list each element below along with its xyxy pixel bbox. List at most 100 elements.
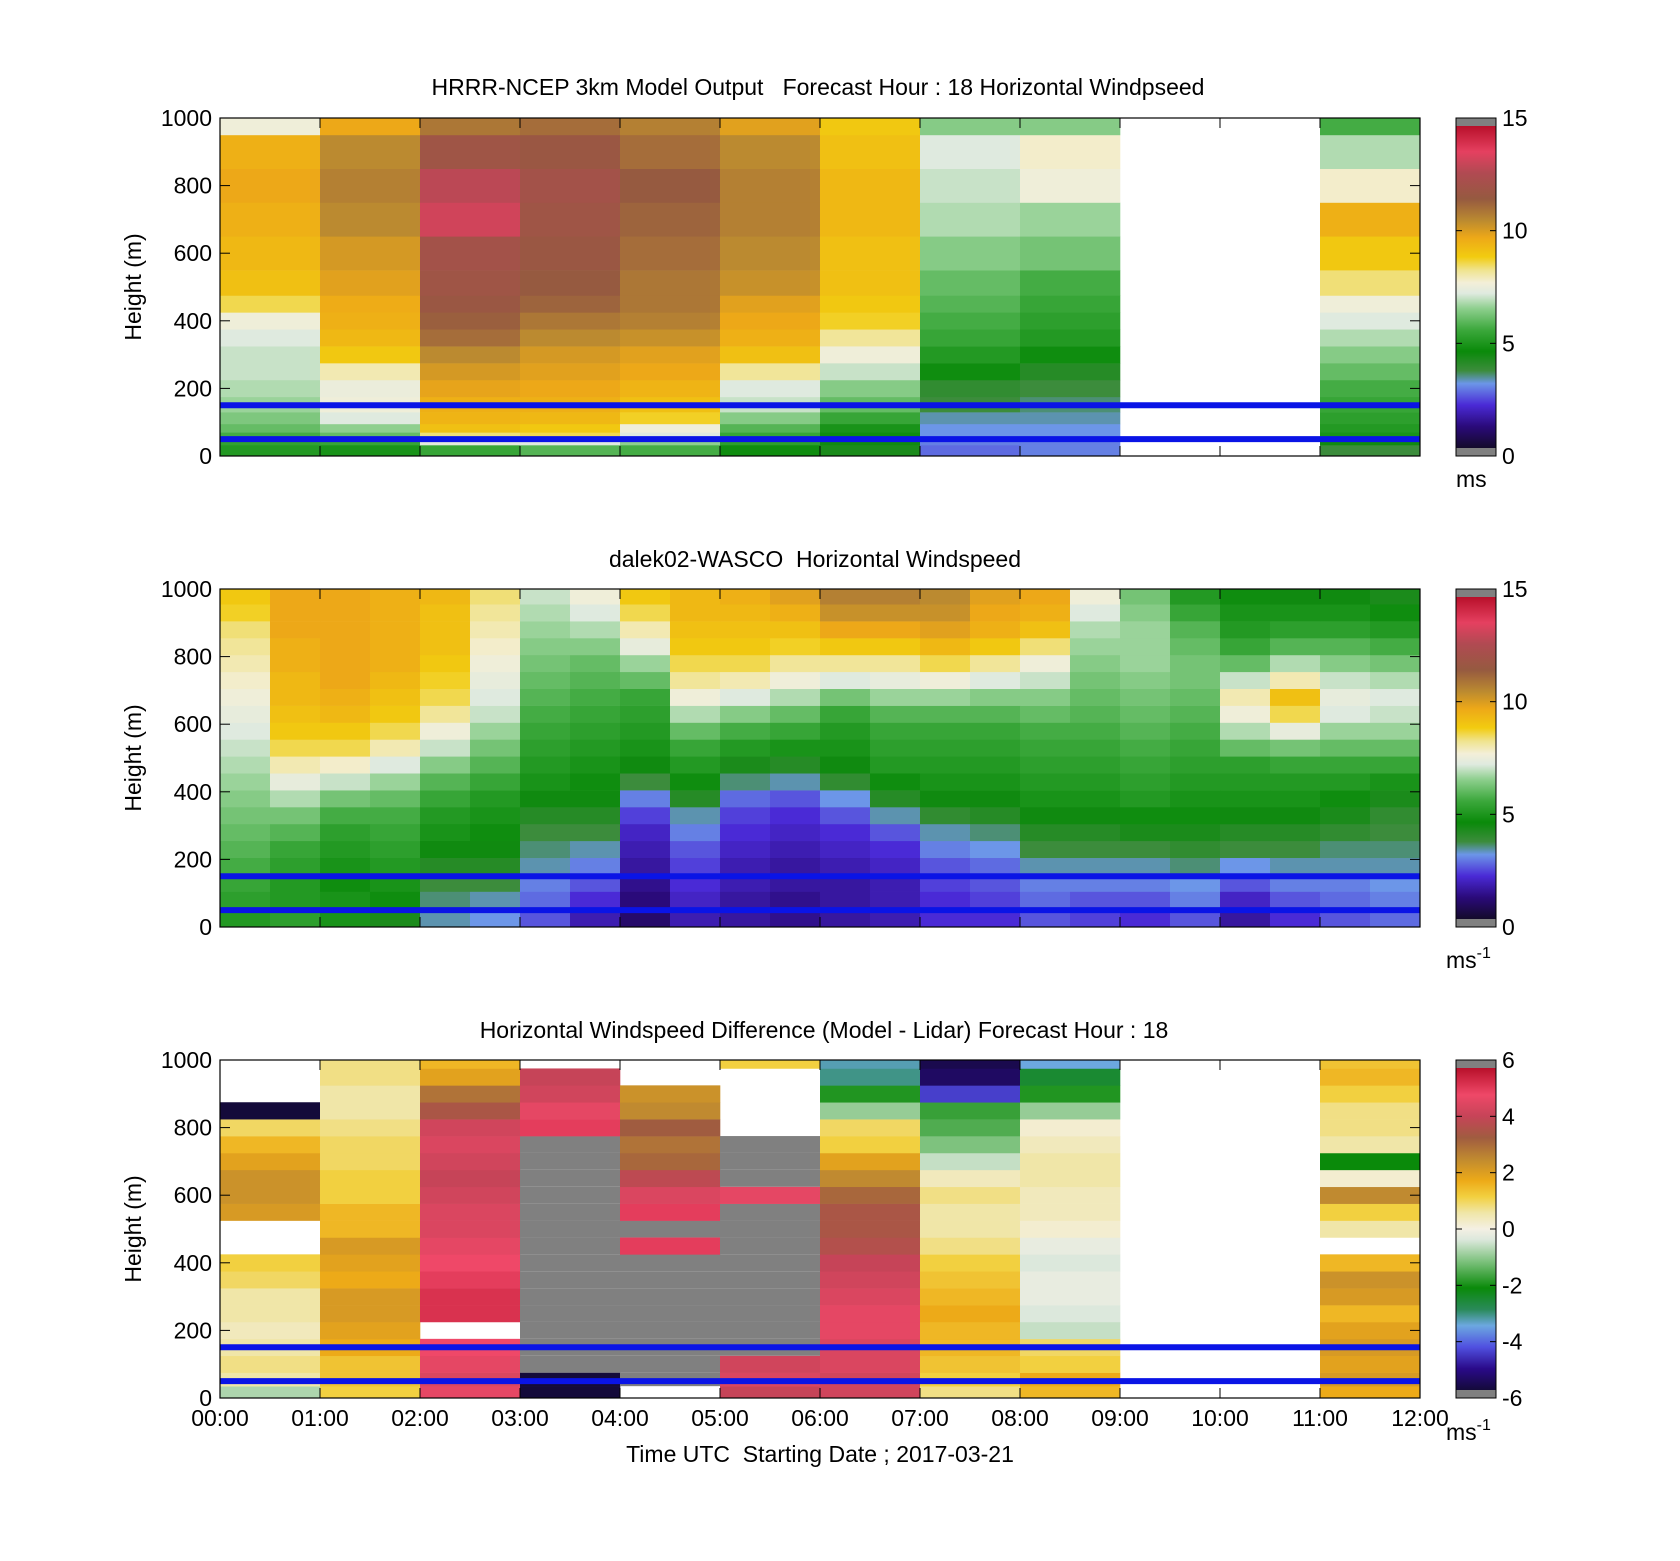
heatmap-cell	[220, 329, 321, 347]
x-tick-label: 02:00	[391, 1405, 449, 1431]
heatmap-cell	[820, 134, 921, 169]
heatmap-cell	[320, 346, 421, 364]
heatmap-cell	[320, 1136, 421, 1154]
heatmap-cell	[1120, 908, 1171, 928]
heatmap-cell	[420, 1119, 521, 1137]
heatmap-cell-flagged	[620, 1355, 720, 1373]
heatmap-cell	[1020, 589, 1071, 605]
colorbar-unit: ms	[1456, 466, 1487, 492]
heatmap-cell	[520, 790, 571, 808]
heatmap-cell-flagged	[520, 1254, 620, 1272]
heatmap-cell-flagged	[620, 1254, 720, 1272]
heatmap-cell	[620, 807, 671, 825]
heatmap-cell	[870, 705, 921, 723]
heatmap-cell	[670, 671, 721, 690]
heatmap-cell	[220, 379, 321, 398]
heatmap-cell	[620, 840, 671, 859]
heatmap-cell	[420, 621, 471, 639]
heatmap-cell	[1020, 1220, 1121, 1238]
heatmap-cell	[1070, 705, 1121, 723]
heatmap-cell	[1270, 840, 1321, 859]
heatmap-cell	[420, 739, 471, 757]
heatmap-cell	[320, 840, 371, 859]
heatmap-cell	[420, 705, 471, 723]
heatmap-cell	[1320, 118, 1421, 136]
heatmap-cell	[270, 722, 321, 740]
heatmap-cell	[1170, 722, 1221, 740]
heatmap-cell	[320, 891, 371, 909]
heatmap-cell	[920, 773, 971, 791]
heatmap-cell	[220, 654, 271, 673]
heatmap-cell	[470, 840, 521, 859]
heatmap-cell	[1220, 654, 1271, 673]
heatmap-cell	[620, 790, 671, 808]
heatmap-cell	[820, 1305, 921, 1323]
heatmap-cell	[1120, 790, 1171, 808]
heatmap-cell	[820, 118, 921, 136]
heatmap-cell	[470, 604, 521, 622]
heatmap-cell	[570, 891, 621, 909]
x-tick-label: 07:00	[891, 1405, 949, 1431]
heatmap-cell	[720, 363, 821, 381]
heatmap-cell	[270, 823, 321, 842]
heatmap-cell	[1020, 1119, 1121, 1137]
heatmap-cell	[520, 363, 621, 381]
heatmap-cell	[920, 270, 1021, 296]
heatmap-cell	[820, 739, 871, 757]
x-tick-label: 00:00	[191, 1405, 249, 1431]
heatmap-cell	[220, 589, 271, 605]
heatmap-cell	[770, 823, 821, 842]
heatmap-cell	[620, 329, 721, 347]
heatmap-cell	[1020, 604, 1071, 622]
heatmap-cell	[820, 312, 921, 330]
heatmap-cell	[220, 423, 321, 433]
heatmap-cell	[620, 857, 671, 875]
colorbar: -6 -4 -2 0 2 4 6 ms-1	[1446, 1047, 1523, 1445]
heatmap-cell	[620, 118, 721, 136]
heatmap-cell	[620, 621, 671, 639]
heatmap-cell	[520, 604, 571, 622]
heatmap-cell	[1020, 1186, 1121, 1204]
colorbar-tick-label: -4	[1502, 1329, 1523, 1355]
heatmap-cell	[670, 908, 721, 928]
heatmap-cell	[920, 379, 1021, 398]
heatmap-cell	[1370, 790, 1421, 808]
heatmap-cell	[470, 621, 521, 639]
heatmap-cell	[1020, 423, 1121, 433]
heatmap-cell-flagged	[620, 1321, 720, 1339]
heatmap-cell	[620, 773, 671, 791]
heatmap-cell	[720, 790, 771, 808]
heatmap-cell	[1320, 891, 1371, 909]
heatmap-cell	[720, 236, 821, 271]
heatmap-cell	[770, 807, 821, 825]
heatmap-cell	[620, 1102, 721, 1120]
heatmap-cell	[1270, 908, 1321, 928]
heatmap-cell	[1320, 1186, 1421, 1204]
heatmap-cell	[220, 1288, 321, 1306]
heatmap-cell	[1220, 891, 1271, 909]
colorbar-unit: ms-1	[1446, 1417, 1491, 1445]
heatmap-cell	[820, 168, 921, 203]
heatmap-cell	[920, 1386, 1021, 1399]
heatmap-cell-flagged	[520, 1271, 620, 1289]
colorbar-under	[1456, 448, 1496, 456]
y-axis-label: Height (m)	[120, 233, 146, 340]
heatmap-cell	[1070, 671, 1121, 690]
heatmap-cell	[820, 1321, 921, 1340]
heatmap-cell	[920, 1119, 1021, 1137]
heatmap-cell	[370, 722, 421, 740]
heatmap-cell	[420, 134, 521, 169]
heatmap-cell	[220, 295, 321, 313]
heatmap-cell	[420, 1386, 521, 1399]
heatmap-cell	[970, 857, 1021, 875]
heatmap-cell	[1020, 1254, 1121, 1272]
heatmap-cell	[1020, 621, 1071, 639]
heatmap-cell	[720, 270, 821, 296]
heatmap-cell	[1020, 202, 1121, 237]
heatmap-cell	[320, 363, 421, 381]
heatmap-cell	[920, 1203, 1021, 1221]
heatmap-cell	[1220, 671, 1271, 690]
heatmap-cell	[870, 604, 921, 622]
colorbar-tick-label: 5	[1502, 801, 1515, 827]
heatmap-cell	[920, 604, 971, 622]
